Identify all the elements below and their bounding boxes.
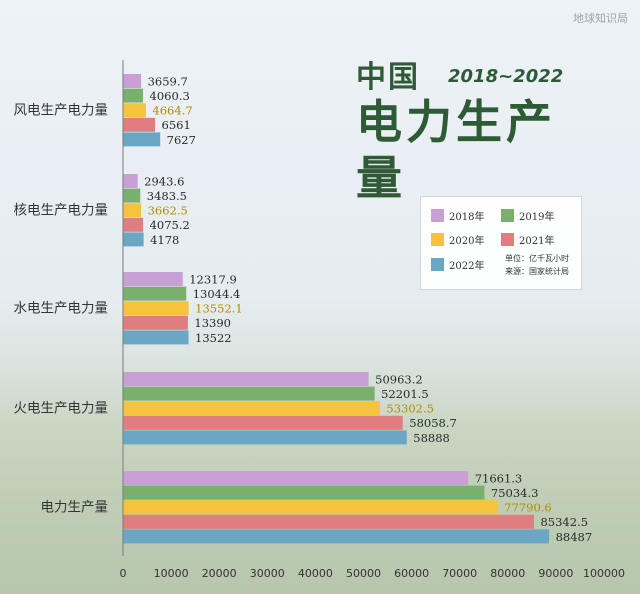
bar-2022年-1 (123, 232, 144, 247)
legend-item-2020: 2020年 (431, 232, 484, 247)
bar-label-2021年-4: 85342.5 (540, 515, 588, 529)
legend-swatch-2018 (431, 209, 444, 222)
bar-2019年-0 (123, 88, 144, 103)
bar-label-2018年-4: 71661.3 (475, 471, 523, 485)
bar-label-2022年-0: 7627 (167, 133, 196, 147)
chart-title: 中国 2018~2022 电力生产量 (352, 48, 592, 205)
x-tick-label: 90000 (538, 567, 573, 580)
bar-label-2022年-1: 4178 (150, 233, 179, 247)
bar-label-2020年-3: 53302.5 (386, 402, 434, 416)
bar-2020年-0 (123, 103, 146, 118)
bar-2019年-4 (123, 485, 485, 500)
title-line2: 电力生产量 (356, 95, 556, 205)
bar-2021年-1 (123, 217, 144, 232)
legend-swatch-2021 (501, 233, 514, 246)
bar-2018年-1 (123, 174, 138, 188)
legend-swatch-2022 (431, 258, 444, 271)
legend-item-2018: 2018年 (431, 208, 484, 223)
legend-swatch-2019 (501, 209, 514, 222)
bar-2021年-2 (123, 315, 188, 330)
bar-label-2018年-3: 50963.2 (375, 372, 423, 386)
x-tick-label: 50000 (346, 567, 381, 580)
bar-label-2019年-4: 75034.3 (491, 486, 539, 500)
bar-2021年-0 (123, 117, 156, 132)
title-years: 2018~2022 (448, 66, 564, 87)
bar-label-2020年-4: 77790.6 (504, 501, 552, 515)
bar-label-2021年-0: 6561 (162, 118, 191, 132)
x-tick-label: 10000 (154, 567, 189, 580)
legend-unit: 单位：亿千瓦小时 (505, 254, 569, 263)
x-tick-label: 100000 (583, 567, 625, 580)
legend-item-2021: 2021年 (501, 232, 554, 247)
category-label: 电力生产量 (41, 500, 109, 516)
bar-label-2021年-1: 4075.2 (150, 218, 190, 232)
x-tick-label: 30000 (250, 567, 285, 580)
bar-label-2020年-2: 13552.1 (195, 302, 243, 316)
bar-label-2019年-2: 13044.4 (193, 287, 241, 301)
x-tick-label: 20000 (202, 567, 237, 580)
bar-label-2018年-0: 3659.7 (148, 74, 188, 88)
bar-2022年-4 (123, 529, 550, 544)
x-tick-label: 80000 (490, 567, 525, 580)
watermark: 地球知识局 (573, 12, 628, 25)
bar-2021年-4 (123, 514, 534, 529)
x-tick-label: 60000 (394, 567, 429, 580)
bar-label-2021年-2: 13390 (194, 316, 231, 330)
legend-source: 来源：国家统计局 (505, 267, 569, 276)
legend-label-2020: 2020年 (449, 236, 485, 247)
bar-label-2018年-2: 12317.9 (189, 272, 237, 286)
category-label: 火电生产电力量 (14, 401, 109, 417)
bar-label-2019年-0: 4060.3 (150, 89, 190, 103)
bar-label-2022年-3: 58888 (413, 431, 450, 445)
legend-label-2018: 2018年 (449, 212, 485, 223)
bar-2018年-4 (123, 471, 469, 485)
bar-label-2022年-4: 88487 (556, 530, 593, 544)
x-tick-label: 0 (120, 567, 127, 580)
title-line1: 中国 (356, 60, 420, 95)
bar-label-2019年-1: 3483.5 (147, 189, 187, 203)
bar-2018年-0 (123, 74, 142, 88)
legend-item-2019: 2019年 (501, 208, 554, 223)
x-tick-label: 40000 (298, 567, 333, 580)
bar-label-2020年-1: 3662.5 (148, 204, 188, 218)
legend-label-2022: 2022年 (449, 261, 485, 272)
category-label: 风电生产电力量 (14, 103, 109, 119)
bar-2018年-3 (123, 372, 369, 386)
bar-2022年-2 (123, 330, 189, 345)
bar-label-2018年-1: 2943.6 (144, 174, 184, 188)
x-tick-label: 70000 (442, 567, 477, 580)
bar-2021年-3 (123, 415, 403, 430)
category-label: 核电生产电力量 (14, 203, 109, 219)
legend-label-2021: 2021年 (519, 236, 555, 247)
category-label: 水电生产电力量 (14, 301, 109, 317)
bar-2019年-1 (123, 188, 141, 203)
bar-label-2022年-2: 13522 (195, 331, 232, 345)
bar-2020年-3 (123, 401, 380, 416)
legend-item-2022: 2022年 (431, 257, 484, 272)
bar-2022年-0 (123, 132, 161, 147)
legend-label-2019: 2019年 (519, 212, 555, 223)
bar-label-2021年-3: 58058.7 (409, 416, 457, 430)
bar-2020年-4 (123, 500, 498, 515)
bar-2022年-3 (123, 430, 407, 445)
legend: 2018年 2019年 2020年 2021年 2022年 单位：亿千瓦小时 来… (420, 196, 582, 290)
bar-2019年-3 (123, 386, 375, 401)
bar-2019年-2 (123, 286, 187, 301)
legend-swatch-2020 (431, 233, 444, 246)
bar-label-2020年-0: 4664.7 (152, 104, 192, 118)
bar-2018年-2 (123, 272, 183, 286)
bar-label-2019年-3: 52201.5 (381, 387, 429, 401)
bar-2020年-2 (123, 301, 189, 316)
bar-2020年-1 (123, 203, 142, 218)
